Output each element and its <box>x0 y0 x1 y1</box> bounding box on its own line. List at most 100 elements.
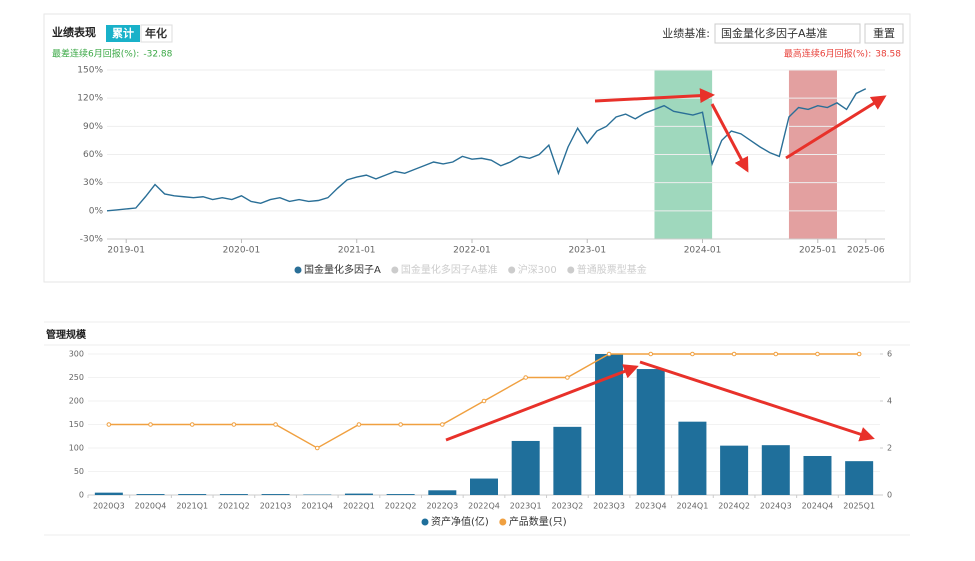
arrow <box>594 88 715 104</box>
bar <box>470 478 498 495</box>
bar <box>803 455 832 495</box>
y2-tick-label: 4 <box>887 397 892 406</box>
y-tick-label: 200 <box>69 397 84 406</box>
x-tick-label: 2025Q1 <box>843 502 875 511</box>
legend-dot <box>421 518 429 526</box>
x-tick-label: 2022Q4 <box>468 502 500 511</box>
x-tick-label: 2021Q2 <box>218 502 250 511</box>
point <box>106 422 112 427</box>
legend-dot <box>567 266 575 274</box>
y-tick-label: 50 <box>74 467 84 476</box>
x-tick-label: 2024Q4 <box>802 502 834 511</box>
bar <box>845 461 874 495</box>
point <box>356 422 362 427</box>
x-tick-label: 2021Q3 <box>260 502 292 511</box>
point <box>606 351 612 357</box>
y2-tick-label: 6 <box>887 350 892 359</box>
y-tick-label: -30% <box>80 235 104 245</box>
legend-label: 沪深300 <box>518 263 557 276</box>
x-tick-label: 2024Q1 <box>677 502 709 511</box>
bar <box>261 494 290 495</box>
y2-tick-label: 2 <box>887 444 892 453</box>
legend-label: 资产净值(亿) <box>431 515 489 528</box>
point <box>648 351 654 357</box>
legend-label: 国金量化多因子A基准 <box>401 263 498 276</box>
reset-label[interactable]: 重置 <box>873 26 895 40</box>
x-tick-label: 2022Q3 <box>426 502 458 511</box>
arrow <box>785 95 887 160</box>
y-tick-label: 60% <box>83 150 103 160</box>
x-tick-label: 2020Q3 <box>93 502 125 511</box>
point <box>773 351 779 357</box>
x-tick-label: 2021-01 <box>338 246 376 256</box>
point <box>273 422 278 427</box>
reset-button[interactable] <box>864 23 904 44</box>
legend-label: 产品数量(只) <box>509 515 567 528</box>
bar <box>178 494 207 495</box>
bar <box>136 494 165 495</box>
legend-dot <box>508 266 516 274</box>
bar <box>344 493 373 495</box>
x-tick-label: 2020-01 <box>223 246 261 256</box>
annotation-value: 38.58 <box>875 50 901 60</box>
point <box>231 422 237 427</box>
point <box>523 375 528 380</box>
x-tick-label: 2024Q3 <box>760 502 792 511</box>
x-tick-label: 2020Q4 <box>135 502 167 511</box>
annotation-value: -32.88 <box>143 50 172 60</box>
x-tick-label: 2021Q4 <box>301 502 333 511</box>
chart-title: 管理规模 <box>46 328 87 341</box>
tab[interactable]: 累计 <box>112 26 134 40</box>
benchmark-input[interactable] <box>714 23 861 44</box>
x-tick-label: 2023-01 <box>568 246 606 256</box>
bar <box>511 440 540 495</box>
benchmark-value[interactable]: 国金量化多因子A基准 <box>721 26 828 40</box>
x-tick-label: 2022Q1 <box>343 502 375 511</box>
x-tick-label: 2022-01 <box>453 246 491 256</box>
x-tick-label: 2025-06 <box>847 246 885 256</box>
y-tick-label: 90% <box>83 122 103 132</box>
tab-inactive[interactable] <box>140 24 173 43</box>
y-tick-label: 120% <box>77 94 103 104</box>
y-tick-label: 30% <box>83 178 103 188</box>
bar <box>553 426 582 495</box>
point <box>314 445 320 451</box>
legend-dot <box>294 266 302 274</box>
arrow <box>639 360 875 442</box>
x-tick-label: 2022Q2 <box>385 502 417 511</box>
y-tick-label: 150% <box>77 66 103 76</box>
point <box>148 422 153 427</box>
x-tick-label: 2023Q2 <box>551 502 583 511</box>
point <box>856 351 862 357</box>
legend-dot <box>499 518 507 526</box>
x-tick-label: 2023Q3 <box>593 502 625 511</box>
bar <box>219 494 248 495</box>
legend-dot <box>391 266 399 274</box>
point <box>440 422 445 427</box>
point <box>481 398 487 404</box>
x-tick-label: 2025-01 <box>799 246 837 256</box>
point <box>565 375 570 380</box>
bar <box>636 369 665 495</box>
y-tick-label: 0% <box>89 206 104 216</box>
point <box>189 422 195 427</box>
bar <box>94 492 123 495</box>
x-tick-label: 2023Q4 <box>635 502 667 511</box>
perf-panel <box>43 13 911 283</box>
bar <box>720 445 749 495</box>
legend-label: 普通股票型基金 <box>577 263 647 276</box>
benchmark-label: 业绩基准: <box>662 27 710 40</box>
tab-active[interactable] <box>106 25 140 42</box>
annotation-label: 最高连续6月回报(%): <box>784 48 871 60</box>
y-tick-label: 300 <box>69 350 84 359</box>
bar <box>428 490 457 495</box>
tab[interactable]: 年化 <box>145 26 167 40</box>
x-tick-label: 2024-01 <box>684 246 722 256</box>
point <box>731 351 737 357</box>
bar <box>678 421 707 495</box>
point <box>690 351 695 357</box>
y2-tick-label: 0 <box>887 491 892 500</box>
series-line <box>106 88 867 212</box>
x-tick-label: 2024Q2 <box>718 502 750 511</box>
